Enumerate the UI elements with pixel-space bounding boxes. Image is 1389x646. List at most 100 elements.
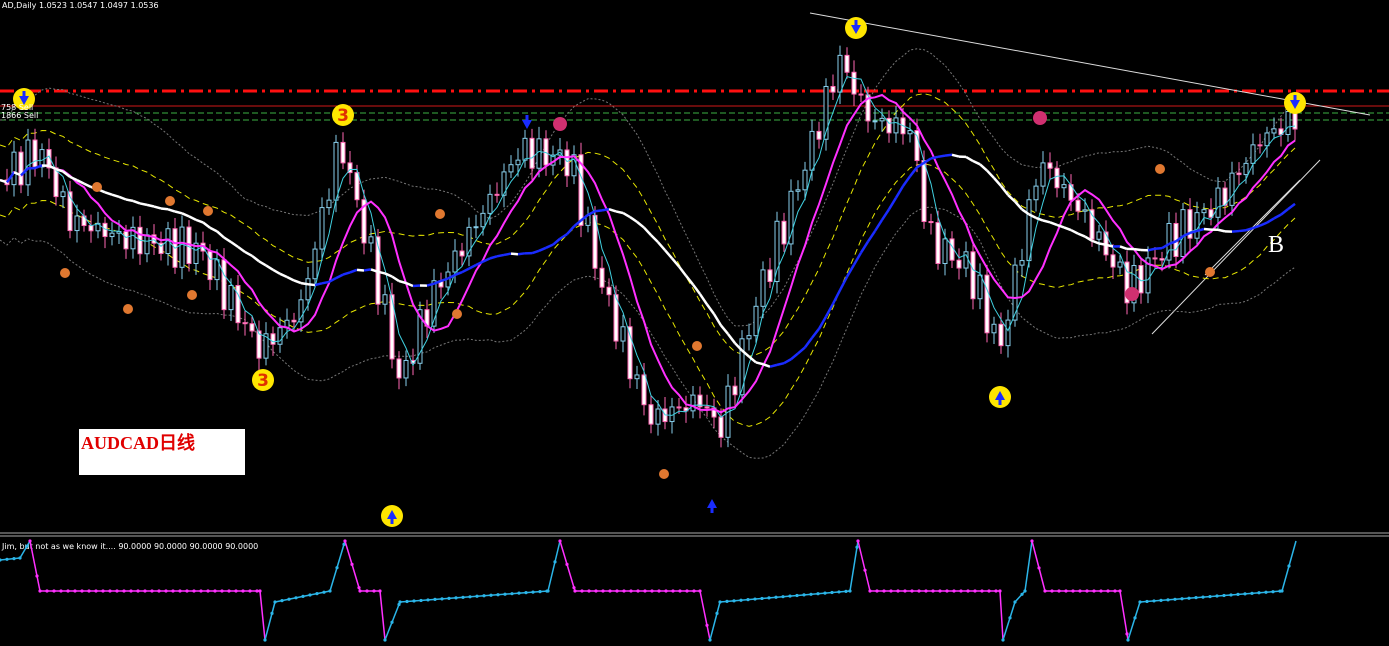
slow-ma bbox=[384, 272, 393, 278]
candle-body bbox=[214, 259, 220, 281]
candle-body bbox=[1180, 209, 1186, 258]
indicator-dot bbox=[1145, 599, 1149, 604]
indicator-dot bbox=[143, 589, 147, 593]
indicator-dot bbox=[1030, 539, 1034, 543]
slow-ma bbox=[412, 284, 421, 288]
candle-body bbox=[851, 71, 857, 95]
candle-body bbox=[382, 294, 388, 305]
indicator-dot bbox=[164, 589, 168, 593]
slow-ma bbox=[608, 207, 617, 213]
slow-ma bbox=[195, 218, 204, 224]
indicator-dot bbox=[1099, 589, 1103, 593]
slow-ma bbox=[132, 199, 141, 205]
slow-ma bbox=[650, 234, 659, 244]
candle-body bbox=[641, 374, 647, 406]
indicator-dot bbox=[1215, 594, 1219, 598]
indicator-dot bbox=[868, 589, 872, 593]
indicator-dot bbox=[1064, 589, 1068, 593]
indicator-dot bbox=[1118, 589, 1122, 593]
indicator-dot bbox=[185, 589, 189, 593]
candle-body bbox=[1012, 264, 1018, 321]
indicator-dot bbox=[698, 589, 702, 593]
indicator-dot bbox=[258, 589, 262, 593]
indicator-dot bbox=[837, 590, 841, 594]
indicator-dot bbox=[587, 589, 591, 593]
slow-ma bbox=[1007, 194, 1016, 203]
slow-ma bbox=[622, 211, 631, 219]
candle-body bbox=[921, 160, 927, 223]
indicator-dot bbox=[994, 589, 998, 593]
candle-body bbox=[774, 220, 780, 283]
indicator-dot bbox=[412, 599, 416, 603]
candle-body bbox=[886, 117, 892, 134]
indicator-title: Jim, but not as we know it.... 90.0000 9… bbox=[1, 542, 258, 551]
candle-body bbox=[1257, 144, 1263, 147]
indicator-dot bbox=[917, 589, 921, 593]
indicator-dot bbox=[87, 589, 91, 593]
slow-ma bbox=[1028, 213, 1037, 220]
slow-ma bbox=[803, 337, 814, 349]
indicator-dot bbox=[1236, 592, 1240, 597]
indicator-dot bbox=[38, 589, 42, 593]
candle-body bbox=[480, 212, 486, 228]
slow-ma bbox=[636, 220, 645, 229]
slow-ma bbox=[321, 280, 330, 285]
indicator-dot bbox=[973, 589, 977, 593]
indicator-dot bbox=[863, 568, 867, 572]
candle-body bbox=[893, 117, 899, 134]
indicator-dot bbox=[1257, 591, 1261, 595]
indicator-dot bbox=[1071, 589, 1075, 593]
indicator-dot bbox=[315, 592, 319, 596]
indicator-dot bbox=[705, 623, 709, 627]
slow-ma bbox=[887, 197, 898, 210]
slow-ma bbox=[930, 155, 939, 160]
candle-body bbox=[417, 309, 423, 364]
indicator-dot bbox=[760, 596, 764, 601]
slow-ma bbox=[209, 226, 218, 233]
indicator-dot bbox=[1271, 590, 1275, 594]
indicator-dot bbox=[372, 589, 376, 593]
slow-ma bbox=[817, 315, 828, 330]
candle-body bbox=[74, 215, 80, 232]
indicator-dot bbox=[1050, 589, 1054, 593]
fractal-marker bbox=[435, 209, 445, 219]
candle-body bbox=[60, 191, 66, 198]
indicator-dot bbox=[959, 589, 963, 593]
indicator-dot bbox=[398, 600, 402, 604]
indicator-dot bbox=[358, 589, 362, 593]
trend-line bbox=[809, 12, 1371, 116]
slow-ma bbox=[1147, 247, 1156, 252]
slow-ma bbox=[1189, 229, 1198, 235]
indicator-dot bbox=[301, 594, 305, 599]
candle-body bbox=[354, 172, 360, 201]
candle-body bbox=[690, 394, 696, 412]
indicator-dot bbox=[882, 589, 886, 593]
slow-ma bbox=[258, 260, 267, 267]
slow-ma bbox=[223, 236, 232, 244]
indicator-dot bbox=[517, 591, 521, 595]
indicator-line bbox=[344, 540, 361, 592]
candle-body bbox=[1208, 209, 1214, 218]
slow-ma bbox=[1014, 200, 1023, 211]
indicator-dot bbox=[1264, 590, 1268, 594]
slow-ma bbox=[909, 166, 918, 178]
slow-ma bbox=[111, 193, 120, 198]
indicator-dot bbox=[781, 595, 785, 599]
candle-body bbox=[1215, 187, 1221, 218]
candle-body bbox=[326, 199, 332, 209]
indicator-dot bbox=[322, 590, 326, 594]
slow-ma bbox=[1182, 231, 1191, 238]
indicator-dot bbox=[896, 589, 900, 593]
slow-ma bbox=[734, 342, 743, 352]
indicator-dot bbox=[580, 589, 584, 593]
candle-body bbox=[473, 226, 479, 229]
indicator-dot bbox=[573, 589, 577, 593]
candle-body bbox=[823, 85, 829, 140]
indicator-dot bbox=[1085, 589, 1089, 593]
indicator-dot bbox=[848, 589, 852, 593]
indicator-line bbox=[379, 590, 386, 641]
indicator-dot bbox=[25, 544, 29, 548]
indicator-dot bbox=[889, 589, 893, 593]
candle-body bbox=[956, 259, 962, 269]
indicator-dot bbox=[650, 589, 654, 593]
